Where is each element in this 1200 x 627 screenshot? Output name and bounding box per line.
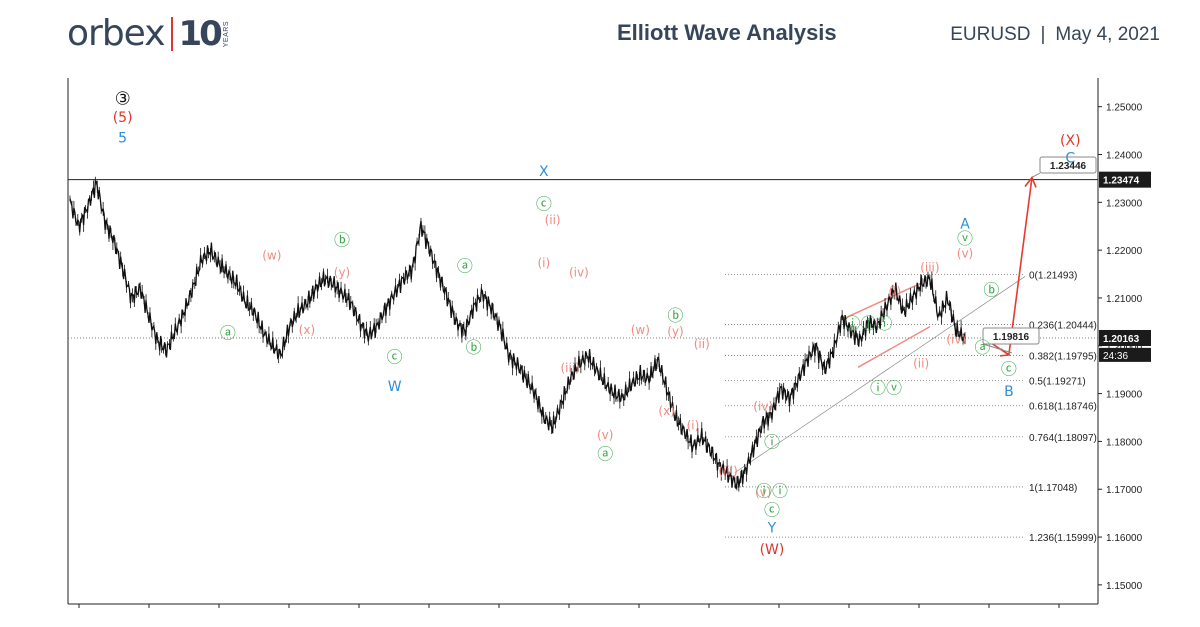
wave-label: C — [1065, 151, 1075, 167]
wave-label: (iv) — [753, 399, 773, 413]
callout-box — [982, 327, 1040, 345]
callout-box — [1039, 156, 1097, 174]
wave-label: (v) — [957, 246, 973, 260]
callout-label: 1.23446 — [1050, 161, 1087, 172]
callout-label: 1.19816 — [993, 332, 1030, 343]
wave-label: (ii) — [545, 213, 561, 227]
y-tick-label: 1.24000 — [1106, 151, 1143, 162]
header: orbex 10 YEARS Elliott Wave Analysis EUR… — [0, 0, 1200, 70]
y-tick-label: 1.15000 — [1106, 581, 1143, 592]
fib-level-label: 0.5(1.19271) — [1029, 377, 1086, 388]
wave-label: (y) — [334, 265, 350, 279]
instrument-date: EURUSD | May 4, 2021 — [950, 24, 1160, 46]
y-tick-label: 1.22000 — [1106, 246, 1143, 257]
projection-arrowhead-up — [1024, 175, 1037, 188]
wave-label: W — [388, 379, 402, 395]
y-tick-label: 1.25000 — [1106, 103, 1143, 114]
wave-label: ⓒ — [764, 501, 780, 520]
logo-anniversary-number: 10 — [178, 14, 223, 54]
wave-label: (W) — [760, 542, 785, 558]
price-tag-label: 1.20163 — [1103, 334, 1140, 345]
price-tag-box — [1099, 329, 1151, 346]
wave-label: ⓘⓘⓘ — [844, 314, 892, 333]
wave-label: ⓑ — [334, 230, 350, 249]
callout-pointer — [982, 343, 1013, 354]
wave-label: ⓥ — [957, 229, 973, 248]
wave-label: (v) — [755, 485, 771, 499]
wave-label: ⓒ — [536, 195, 552, 214]
wave-label: (iii) — [718, 464, 737, 478]
fib-level-label: 0.236(1.20444) — [1029, 321, 1097, 332]
fib-level-label: 0.764(1.18097) — [1029, 433, 1097, 444]
wave-label: X — [539, 164, 549, 180]
channel-lower-line — [857, 326, 931, 368]
price-tag-box — [1099, 171, 1151, 188]
fib-level-label: 1.236(1.15999) — [1029, 533, 1097, 544]
wave-label: ⓒ — [387, 348, 403, 367]
wave-label: ⓘ — [764, 433, 780, 452]
logo-divider — [170, 17, 173, 51]
wave-label: ⓐ — [457, 257, 473, 276]
wave-label: 5 — [118, 131, 127, 147]
wave-label: (x) — [299, 323, 315, 337]
wave-label: ⓐ — [597, 445, 613, 464]
wave-label: (y) — [667, 324, 683, 338]
y-tick-label: 1.20000 — [1106, 342, 1143, 353]
wave-label: B — [1004, 384, 1014, 400]
wave-label: ⓘⓘ — [756, 481, 788, 500]
wave-label: (v) — [597, 428, 613, 442]
y-tick-label: 1.19000 — [1106, 390, 1143, 401]
wave-label: (i) — [687, 418, 700, 432]
wave-label: (iv) — [569, 265, 589, 279]
wave-label: (w) — [262, 249, 281, 263]
wave-label: (i) — [888, 285, 901, 299]
y-tick-label: 1.21000 — [1106, 294, 1143, 305]
wave-label: (iv) — [946, 332, 966, 346]
wave-label: (i) — [537, 256, 550, 270]
projection-arrowhead-down — [999, 348, 1011, 357]
wave-label: (x) — [658, 404, 674, 418]
wave-label: (iii) — [920, 261, 939, 275]
trend-line — [734, 276, 1026, 473]
orbex-logo: orbex 10 YEARS — [67, 12, 230, 56]
wave-label: ⓒ — [1001, 359, 1017, 378]
wave-label: (ii) — [913, 356, 929, 370]
wave-label: (ii) — [694, 337, 710, 351]
price-tag-label: 1.23474 — [1103, 176, 1140, 187]
wave-label: ⓑ — [667, 306, 683, 325]
fib-level-label: 0.618(1.18746) — [1029, 402, 1097, 413]
countdown-tag-label: 24:36 — [1103, 351, 1128, 362]
wave-label: ⓐ — [220, 324, 236, 343]
y-tick-label: 1.18000 — [1106, 437, 1143, 448]
countdown-tag-box — [1099, 347, 1151, 362]
date-label: May 4, 2021 — [1055, 24, 1160, 45]
symbol-date-separator: | — [1040, 24, 1046, 45]
wave-label: ⓑ — [983, 281, 999, 300]
wave-label: Y — [767, 520, 777, 536]
fib-level-label: 1(1.17048) — [1029, 483, 1077, 494]
wave-label: (w) — [631, 323, 650, 337]
wave-label: A — [960, 217, 970, 233]
wave-label: ③ — [115, 88, 131, 109]
price-line — [69, 179, 966, 489]
y-tick-label: 1.17000 — [1106, 485, 1143, 496]
symbol-label: EURUSD — [950, 24, 1031, 45]
projection-arrow-up — [1008, 177, 1033, 355]
wave-label: (X) — [1060, 133, 1081, 149]
y-tick-label: 1.23000 — [1106, 198, 1143, 209]
fib-level-label: 0.382(1.19795) — [1029, 352, 1097, 363]
fib-level-label: 0(1.21493) — [1029, 270, 1077, 281]
wave-label: ⓘⓥ — [870, 379, 902, 398]
wave-label: ⓑ — [466, 338, 482, 357]
callout-pointer — [1031, 172, 1041, 178]
page-title: Elliott Wave Analysis — [617, 20, 837, 45]
channel-upper-line — [841, 281, 923, 321]
wave-label: (5) — [113, 110, 133, 126]
y-tick-label: 1.16000 — [1106, 533, 1143, 544]
logo-wordmark: orbex — [67, 13, 165, 54]
wave-label: (iii) — [560, 361, 579, 375]
wave-label: ⓐ — [975, 338, 991, 357]
